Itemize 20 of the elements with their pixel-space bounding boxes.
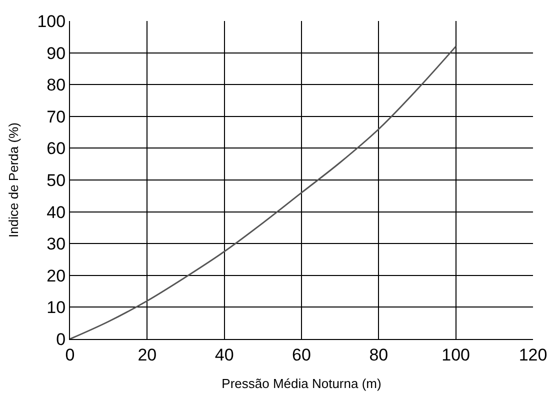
y-tick-label: 20 (46, 266, 66, 286)
y-tick-label: 80 (46, 76, 66, 95)
x-tick-label: 100 (442, 345, 470, 364)
y-tick-label: 70 (46, 107, 66, 126)
y-tick-label: 10 (46, 298, 66, 318)
x-tick-label: 120 (518, 345, 548, 364)
y-axis-title: Indice de Perda (%) (6, 122, 22, 238)
x-tick-label: 20 (138, 345, 157, 364)
y-tick-label: 40 (46, 202, 66, 222)
line-series (70, 46, 457, 339)
x-tick-label: 80 (369, 345, 388, 364)
y-tick-label: 0 (56, 330, 66, 349)
y-tick-label: 60 (46, 139, 66, 158)
x-tick-label: 60 (292, 345, 311, 364)
y-tick-label: 100 (37, 12, 66, 31)
x-axis-title: Pressão Média Noturna (m) (222, 376, 382, 391)
y-tick-label: 50 (46, 170, 66, 190)
y-tick-label: 30 (46, 234, 66, 254)
x-tick-label: 40 (214, 345, 234, 364)
y-tick-label: 90 (46, 44, 66, 63)
